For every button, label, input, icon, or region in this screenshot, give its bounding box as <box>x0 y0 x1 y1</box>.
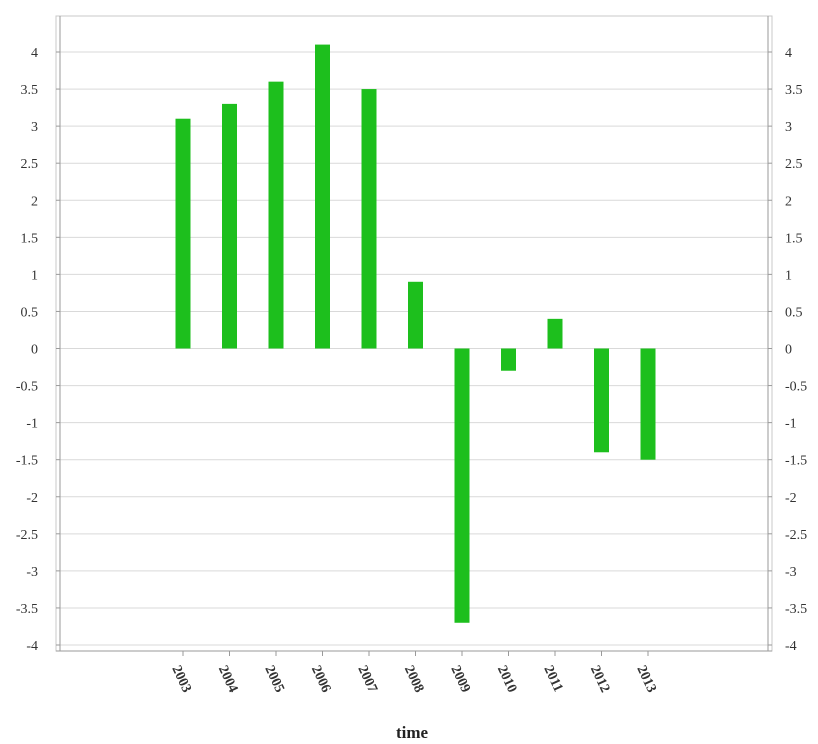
y-tick-label-right: -0.5 <box>785 380 807 395</box>
y-tick-label-left: 1 <box>31 268 38 283</box>
y-tick-label-right: 0 <box>785 343 792 358</box>
x-tick-label: 2013 <box>633 663 658 695</box>
y-tick-label-right: 2.5 <box>785 157 803 172</box>
bar <box>454 348 470 623</box>
y-tick-label-right: 2 <box>785 194 792 209</box>
x-axis-ticks: 2003 2004 2005 2006 2007 2008 2009 2010 2011 2012… <box>168 663 658 695</box>
y-tick-label-right: -3 <box>785 565 797 580</box>
x-tick-label: 2009 <box>447 663 472 695</box>
y-tick-label-left: -4 <box>26 639 38 654</box>
y-tick-label-right: -2.5 <box>785 528 807 543</box>
y-tick-label-right: 0.5 <box>785 305 803 320</box>
y-tick-label-left: 3 <box>31 120 38 135</box>
y-tick-label-left: 4 <box>31 46 38 61</box>
x-tick-label: 2010 <box>494 663 519 695</box>
bar <box>501 348 516 371</box>
x-tick-label: 2004 <box>215 663 240 695</box>
bar <box>175 118 191 349</box>
bar <box>361 89 377 349</box>
y-tick-label-right: 4 <box>785 46 792 61</box>
y-tick-label-right: -4 <box>785 639 797 654</box>
x-tick-label: 2005 <box>261 663 286 695</box>
bar <box>408 281 423 349</box>
x-axis-label: time <box>396 723 429 742</box>
y-axis-left-ticks: -4 -3.5 -3 -2.5 -2 -1.5 -1 -0.5 0 0.5 1 1.5 2 2.5 3 3.5… <box>16 46 38 654</box>
x-tick-label: 2007 <box>354 663 379 695</box>
y-tick-label-right: 1.5 <box>785 231 803 246</box>
y-tick-label-left: 2.5 <box>21 157 39 172</box>
y-tick-label-right: 3.5 <box>785 83 803 98</box>
x-tick-label: 2003 <box>168 663 193 695</box>
y-axis-right-ticks: -4 -3.5 -3 -2.5 -2 -1.5 -1 -0.5 0 0.5 1 1.5 2 2.5 3 3.5… <box>785 46 807 654</box>
y-tick-label-right: -1 <box>785 417 797 432</box>
y-tick-label-left: 2 <box>31 194 38 209</box>
bars <box>175 44 656 623</box>
x-tick-label: 2006 <box>308 663 333 695</box>
bar <box>268 81 284 349</box>
y-tick-label-right: 1 <box>785 268 792 283</box>
y-tick-label-right: -1.5 <box>785 454 807 469</box>
y-tick-label-left: 0.5 <box>21 305 39 320</box>
y-tick-label-left: 1.5 <box>21 231 39 246</box>
y-tick-label-left: -1.5 <box>16 454 38 469</box>
y-tick-label-right: -3.5 <box>785 602 807 617</box>
bar <box>222 103 237 349</box>
y-tick-label-left: -3 <box>26 565 38 580</box>
y-tick-label-left: -2 <box>26 491 38 506</box>
y-tick-label-left: -2.5 <box>16 528 38 543</box>
bar <box>315 44 330 349</box>
x-tick-label: 2012 <box>587 663 612 695</box>
x-tick-label: 2008 <box>401 663 426 695</box>
axes <box>56 16 772 656</box>
y-tick-label-right: 3 <box>785 120 792 135</box>
bar <box>547 318 563 349</box>
x-tick-label: 2011 <box>540 663 565 694</box>
bar <box>640 348 656 460</box>
y-tick-label-left: 0 <box>31 343 38 358</box>
y-tick-label-left: 3.5 <box>21 83 39 98</box>
y-tick-label-left: -0.5 <box>16 380 38 395</box>
y-tick-label-left: -1 <box>26 417 38 432</box>
y-tick-label-left: -3.5 <box>16 602 38 617</box>
bar <box>594 348 609 453</box>
y-tick-label-right: -2 <box>785 491 797 506</box>
